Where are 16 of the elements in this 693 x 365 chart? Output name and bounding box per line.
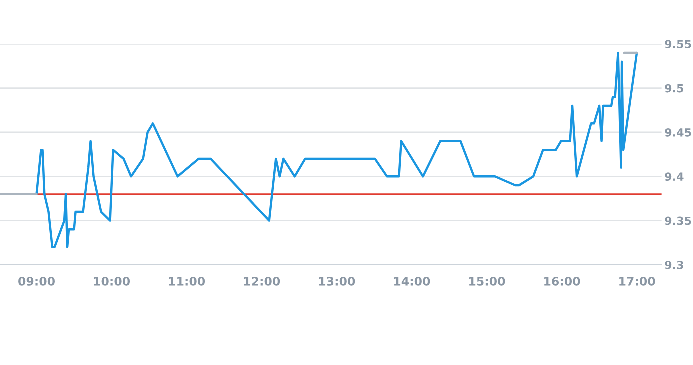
line-series (36, 52, 638, 248)
x-tick-label: 12:00 (244, 277, 280, 286)
y-tick-label: 9.3 (665, 260, 684, 270)
x-tick-label: 10:00 (94, 277, 130, 286)
x-tick-label: 09:00 (18, 277, 55, 286)
y-tick-label: 9.4 (665, 172, 684, 182)
x-tick-label: 15:00 (470, 277, 506, 286)
x-tick-label: 11:00 (169, 277, 206, 286)
x-tick-label: 17:00 (620, 277, 656, 286)
x-tick-label: 13:00 (319, 277, 356, 286)
y-tick-label: 9.35 (665, 216, 692, 226)
y-tick-label: 9.5 (665, 84, 684, 93)
y-tick-label: 9.55 (665, 40, 692, 49)
x-tick-label: 14:00 (394, 277, 430, 286)
x-tick-label: 16:00 (544, 277, 580, 286)
y-tick-label: 9.45 (665, 128, 692, 137)
